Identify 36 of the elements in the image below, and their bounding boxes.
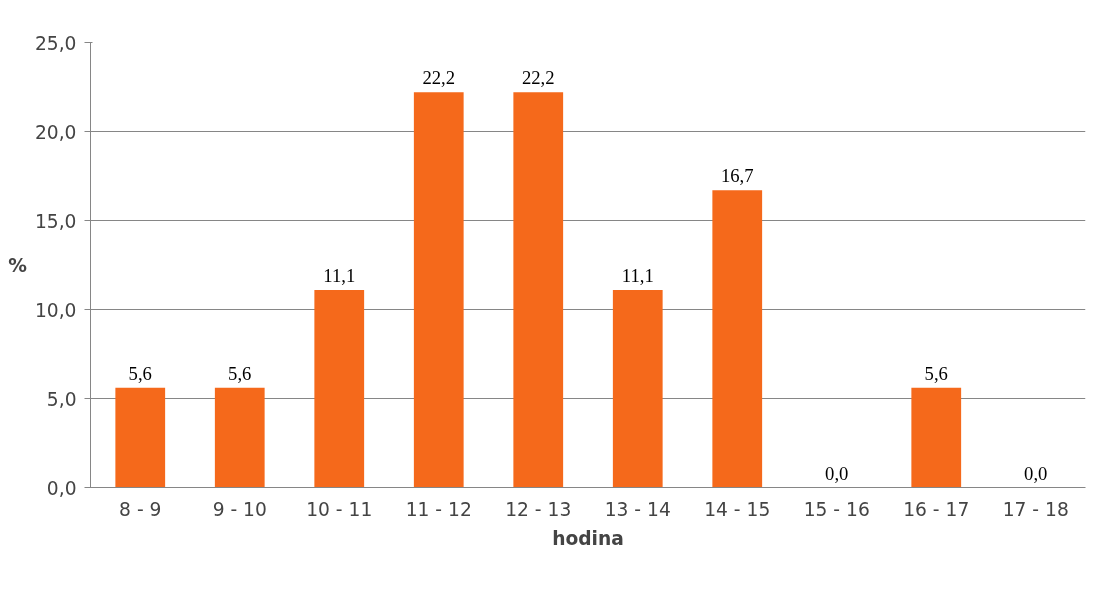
- data-label: 11,1: [621, 264, 654, 286]
- data-label: 5,6: [924, 362, 948, 384]
- x-tick-label: 16 - 17: [903, 498, 970, 520]
- x-tick-label: 10 - 11: [306, 498, 373, 520]
- bar: [911, 387, 962, 488]
- y-tick-label: 15,0: [34, 210, 77, 232]
- bar: [314, 289, 365, 488]
- data-label: 0,0: [1024, 462, 1048, 484]
- bar: [513, 92, 564, 488]
- y-tick-label: 0,0: [46, 477, 77, 499]
- y-tick-label: 20,0: [34, 121, 77, 143]
- y-axis-title: %: [8, 254, 28, 276]
- y-tick-label: 5,0: [46, 388, 77, 410]
- data-label: 5,6: [128, 362, 152, 384]
- data-label: 11,1: [323, 264, 356, 286]
- x-tick-label: 12 - 13: [505, 498, 572, 520]
- bar: [214, 387, 265, 488]
- x-tick-label: 9 - 10: [212, 498, 267, 520]
- data-label: 22,2: [422, 67, 456, 89]
- data-label: 16,7: [720, 165, 754, 187]
- x-tick-label: 8 - 9: [119, 498, 162, 520]
- data-label: 22,2: [521, 67, 555, 89]
- x-tick-label: 11 - 12: [405, 498, 472, 520]
- x-tick-label: 13 - 14: [604, 498, 671, 520]
- bar: [712, 190, 763, 488]
- bar: [115, 387, 166, 488]
- data-label: 5,6: [228, 362, 252, 384]
- y-tick-label: 10,0: [34, 299, 77, 321]
- data-label: 0,0: [825, 462, 849, 484]
- x-tick-label: 15 - 16: [803, 498, 870, 520]
- y-tick-label: 25,0: [34, 32, 77, 54]
- x-axis-title: hodina: [552, 527, 624, 549]
- bar: [413, 92, 464, 488]
- bar: [612, 289, 663, 488]
- x-tick-label: 14 - 15: [704, 498, 771, 520]
- x-tick-label: 17 - 18: [1002, 498, 1069, 520]
